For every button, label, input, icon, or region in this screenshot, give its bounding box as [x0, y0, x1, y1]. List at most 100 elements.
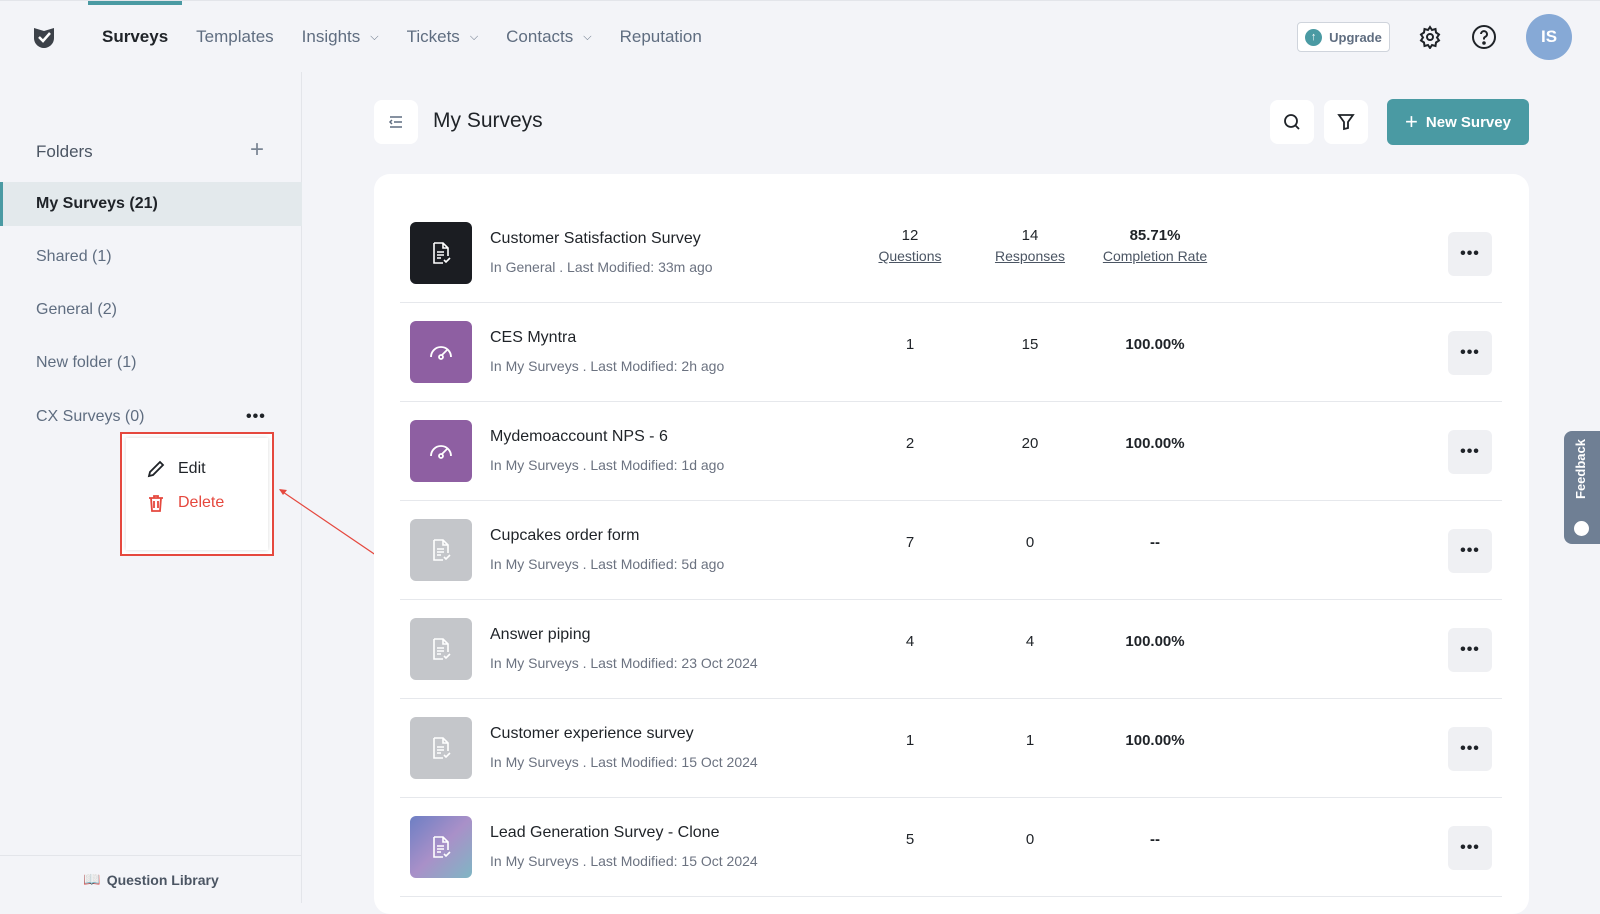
survey-row[interactable]: CES Myntra In My Surveys . Last Modified… [400, 303, 1502, 402]
more-options-button[interactable]: ••• [1448, 331, 1492, 375]
more-options-icon[interactable]: ••• [246, 408, 266, 425]
nav-label: Tickets [406, 27, 460, 46]
nav-templates[interactable]: Templates [182, 1, 287, 73]
completion-rate: 85.71% [1129, 227, 1181, 244]
document-check-icon [410, 816, 472, 878]
more-options-button[interactable]: ••• [1448, 529, 1492, 573]
more-options-button[interactable]: ••• [1448, 727, 1492, 771]
folder-label: General (2) [36, 301, 117, 318]
more-options-button[interactable]: ••• [1448, 826, 1492, 870]
survey-name[interactable]: Mydemoaccount NPS - 6 [490, 428, 668, 445]
upgrade-button[interactable]: ↑ Upgrade [1297, 22, 1390, 52]
responses-count: 4 [1025, 633, 1035, 650]
folder-general[interactable]: General (2) [0, 288, 302, 332]
questions-count: 5 [905, 831, 915, 848]
responses-count: 1 [1025, 732, 1035, 749]
nav-label: Reputation [619, 27, 702, 46]
survey-name[interactable]: Lead Generation Survey - Clone [490, 824, 720, 841]
responses-count: 0 [1025, 534, 1035, 551]
nav-contacts[interactable]: Contacts ⌵ [492, 1, 605, 73]
completion-rate: 100.00% [1125, 435, 1185, 452]
folder-shared[interactable]: Shared (1) [0, 235, 302, 279]
survey-name[interactable]: Customer Satisfaction Survey [490, 230, 701, 247]
folder-label: My Surveys (21) [36, 195, 158, 212]
nav-label: Surveys [102, 27, 169, 46]
completion-rate: 100.00% [1125, 732, 1185, 749]
survey-name[interactable]: Answer piping [490, 626, 591, 643]
questions-count: 12 [901, 227, 919, 244]
avatar[interactable]: IS [1526, 14, 1572, 60]
delete-menu-item[interactable]: Delete [126, 486, 268, 520]
edit-menu-item[interactable]: Edit [126, 452, 268, 486]
survey-name[interactable]: Customer experience survey [490, 725, 694, 742]
survey-row[interactable]: Mydemoaccount NPS - 6 In My Surveys . La… [400, 402, 1502, 501]
chevron-down-icon: ⌵ [469, 30, 479, 43]
survey-meta: In My Surveys . Last Modified: 2h ago [490, 358, 725, 374]
survey-row[interactable]: Cupcakes order form In My Surveys . Last… [400, 501, 1502, 600]
trash-icon [149, 495, 163, 512]
survey-meta: In My Surveys . Last Modified: 5d ago [490, 556, 725, 572]
completion-rate: 100.00% [1125, 633, 1185, 650]
survey-meta: In My Surveys . Last Modified: 15 Oct 20… [490, 853, 758, 869]
add-folder-icon[interactable]: + [250, 136, 265, 163]
page-title: My Surveys [433, 109, 543, 132]
survey-name[interactable]: Cupcakes order form [490, 527, 640, 544]
completion-rate: -- [1150, 534, 1160, 551]
folder-new-folder[interactable]: New folder (1) [0, 341, 302, 385]
nav-label: Insights [301, 27, 361, 46]
survey-meta: In My Surveys . Last Modified: 15 Oct 20… [490, 754, 758, 770]
question-library-button[interactable]: 📖 Question Library [0, 855, 302, 903]
nav-surveys[interactable]: Surveys [88, 1, 183, 73]
completion-rate: 100.00% [1125, 336, 1185, 353]
nav-tickets[interactable]: Tickets ⌵ [393, 1, 493, 73]
responses-count: 0 [1025, 831, 1035, 848]
app-logo-icon[interactable] [30, 23, 58, 56]
survey-meta: In My Surveys . Last Modified: 23 Oct 20… [490, 655, 758, 671]
more-options-button[interactable]: ••• [1448, 232, 1492, 276]
help-icon[interactable] [1470, 23, 1498, 51]
folders-header: Folders [36, 142, 93, 161]
top-nav: Surveys Templates Insights ⌵ Tickets ⌵ Con… [0, 0, 1600, 72]
nav-reputation[interactable]: Reputation [606, 1, 716, 73]
survey-list: Customer Satisfaction Survey In General … [374, 174, 1529, 914]
gauge-icon [410, 321, 472, 383]
responses-count: 15 [1021, 336, 1039, 353]
arrow-up-icon: ↑ [1305, 28, 1323, 46]
folder-cx-surveys[interactable]: CX Surveys (0) ••• [0, 395, 302, 439]
filter-icon [1337, 114, 1355, 131]
more-options-button[interactable]: ••• [1448, 628, 1492, 672]
gear-icon[interactable] [1416, 23, 1444, 51]
smiley-icon [1574, 521, 1589, 536]
feedback-label: Feedback [1573, 439, 1588, 499]
responses-label[interactable]: Responses [994, 248, 1066, 264]
folder-my-surveys[interactable]: My Surveys (21) [0, 182, 302, 226]
survey-meta: In General . Last Modified: 33m ago [490, 259, 713, 275]
search-button[interactable] [1270, 100, 1314, 144]
more-options-button[interactable]: ••• [1448, 430, 1492, 474]
chevron-down-icon: ⌵ [370, 30, 379, 43]
survey-row[interactable]: Answer piping In My Surveys . Last Modif… [400, 600, 1502, 699]
feedback-tab[interactable]: Feedback [1564, 431, 1600, 544]
main-nav: Surveys Templates Insights ⌵ Tickets ⌵ Con… [88, 1, 716, 73]
questions-label[interactable]: Questions [878, 248, 942, 264]
new-survey-button[interactable]: + New Survey [1387, 99, 1529, 145]
folders-sidebar: Folders + My Surveys (21) Shared (1) Gen… [0, 72, 302, 903]
questions-count: 1 [905, 336, 915, 353]
folder-label: New folder (1) [36, 354, 137, 371]
edit-label: Edit [178, 460, 206, 477]
survey-name[interactable]: CES Myntra [490, 329, 577, 346]
questions-count: 1 [905, 732, 915, 749]
question-library-label: Question Library [106, 871, 219, 888]
completion-label[interactable]: Completion Rate [1102, 248, 1208, 264]
survey-row[interactable]: Lead Generation Survey - Clone In My Sur… [400, 798, 1502, 897]
plus-icon: + [1405, 109, 1418, 134]
responses-count: 14 [1021, 227, 1039, 244]
questions-count: 7 [905, 534, 915, 551]
sidebar-toggle-button[interactable] [374, 100, 418, 144]
nav-insights[interactable]: Insights ⌵ [288, 1, 393, 73]
survey-meta: In My Surveys . Last Modified: 1d ago [490, 457, 725, 473]
survey-row[interactable]: Customer Satisfaction Survey In General … [400, 204, 1502, 303]
document-check-icon [410, 618, 472, 680]
survey-row[interactable]: Customer experience survey In My Surveys… [400, 699, 1502, 798]
filter-button[interactable] [1324, 100, 1368, 144]
